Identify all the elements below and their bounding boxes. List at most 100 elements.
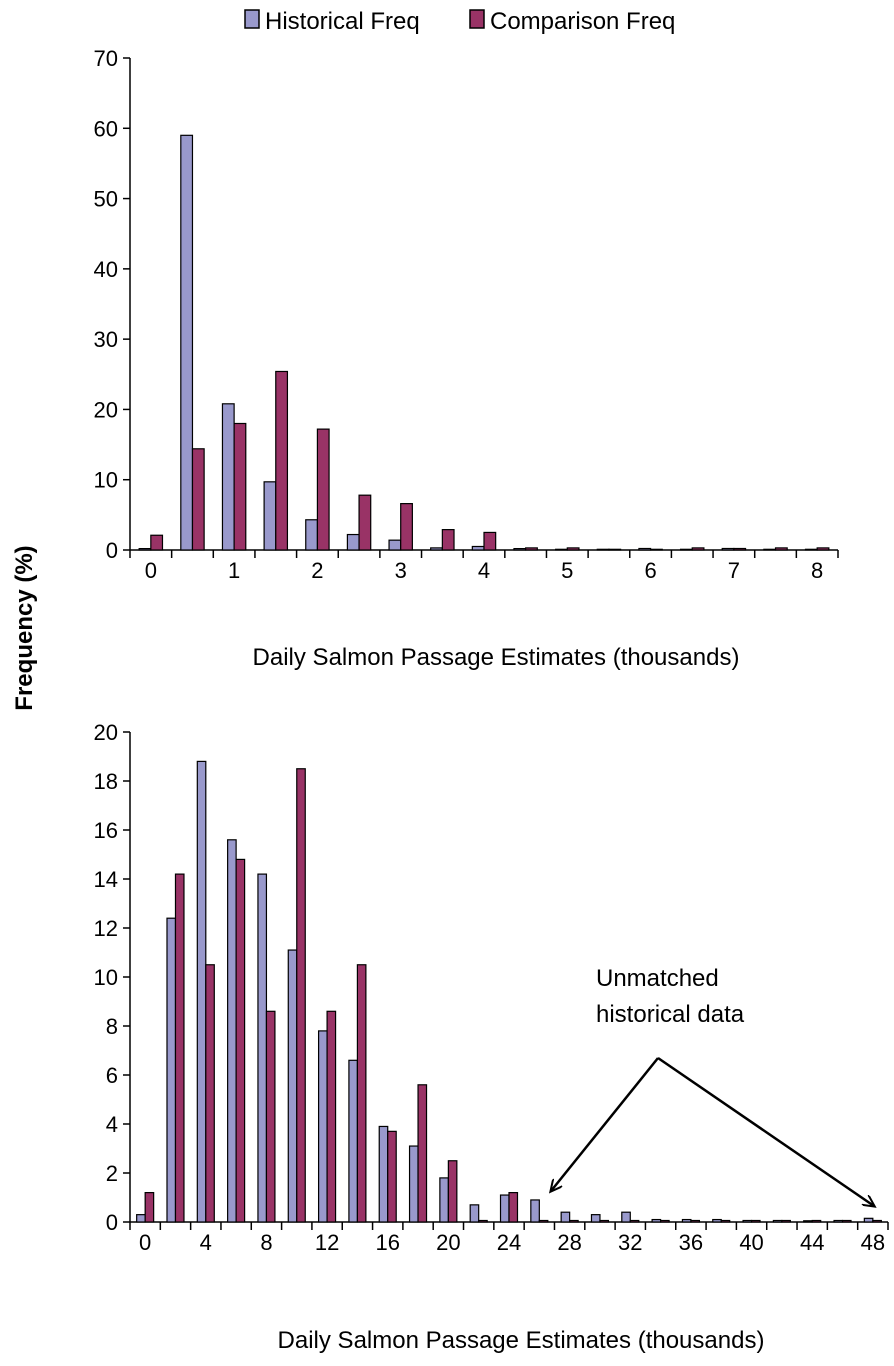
comparison-bar <box>441 529 455 551</box>
historical-bar <box>471 545 485 551</box>
y-tick-label: 10 <box>94 468 118 493</box>
comparison-bar <box>691 547 705 551</box>
annotation-text-line: historical data <box>596 1001 745 1028</box>
comparison-bar <box>478 1219 488 1223</box>
historical-bar <box>439 1177 449 1223</box>
annotation-arrow-right <box>657 1056 874 1206</box>
x-tick-label: 6 <box>644 558 656 583</box>
comparison-bar <box>599 1219 610 1223</box>
comparison-bar <box>358 494 372 551</box>
x-tick-label: 8 <box>811 558 823 583</box>
historical-bar <box>305 519 319 551</box>
historical-bar <box>263 481 277 551</box>
comparison-bar <box>508 1191 519 1223</box>
x-tick-label: 16 <box>375 1230 399 1255</box>
y-tick-label: 12 <box>94 916 118 941</box>
chart-legend: Historical Freq Comparison Freq <box>244 8 675 35</box>
comparison-bar <box>144 1191 155 1223</box>
y-tick-label: 0 <box>106 1210 118 1235</box>
comparison-bar <box>400 503 413 551</box>
historical-bar <box>651 1218 662 1223</box>
x-tick-label: 48 <box>861 1230 885 1255</box>
historical-bar <box>833 1219 844 1223</box>
comparison-bar <box>816 547 830 551</box>
historical-bar <box>136 1214 146 1223</box>
x-tick-label: 24 <box>497 1230 521 1255</box>
historical-bar <box>388 539 402 551</box>
historical-bar <box>180 134 194 551</box>
comparison-bar <box>205 964 215 1223</box>
comparison-bar <box>191 448 205 551</box>
y-tick-label: 10 <box>94 965 118 990</box>
comparison-bar <box>733 547 747 551</box>
comparison-bar <box>781 1219 791 1223</box>
y-tick-label: 20 <box>94 720 118 745</box>
x-tick-label: 7 <box>728 558 740 583</box>
x-tick-label: 2 <box>311 558 323 583</box>
x-tick-label: 20 <box>436 1230 460 1255</box>
comparison-bar <box>483 531 497 551</box>
y-tick-label: 30 <box>94 327 118 352</box>
x-tick-label: 44 <box>800 1230 824 1255</box>
historical-bar <box>287 949 298 1223</box>
y-tick-label: 6 <box>106 1063 118 1088</box>
comparison-bar <box>649 548 663 551</box>
comparison-bar <box>690 1219 701 1223</box>
comparison-bar <box>174 873 185 1223</box>
x-axis-title: Daily Salmon Passage Estimates (thousand… <box>253 644 740 671</box>
x-tick-label: 0 <box>145 558 157 583</box>
historical-bar <box>863 1217 874 1223</box>
y-tick-label: 60 <box>94 116 118 141</box>
historical-bar <box>621 1211 631 1223</box>
comparison-bar <box>566 547 580 551</box>
historical-bar <box>317 1030 328 1223</box>
legend-swatch-comparison <box>469 9 485 29</box>
comparison-bar <box>275 370 289 551</box>
x-tick-label: 8 <box>260 1230 272 1255</box>
historical-bar <box>763 548 777 551</box>
y-tick-label: 4 <box>106 1112 118 1137</box>
comparison-bar <box>150 534 164 551</box>
y-tick-label: 8 <box>106 1014 118 1039</box>
historical-bar <box>499 1194 510 1223</box>
comparison-bar <box>872 1219 882 1223</box>
comparison-bar <box>774 547 788 551</box>
x-tick-label: 28 <box>557 1230 581 1255</box>
historical-bar <box>712 1218 722 1223</box>
comparison-bar <box>326 1010 337 1223</box>
historical-bar <box>408 1145 419 1223</box>
x-tick-label: 4 <box>478 558 490 583</box>
annotation-text-line: Unmatched <box>596 965 719 992</box>
annotation-arrow-left <box>551 1057 659 1191</box>
historical-bar <box>555 548 568 551</box>
historical-bar <box>596 548 610 551</box>
historical-bar <box>166 917 177 1223</box>
x-tick-label: 36 <box>679 1230 703 1255</box>
historical-bar <box>742 1219 753 1223</box>
historical-bar <box>772 1219 783 1223</box>
historical-bar <box>257 873 268 1223</box>
y-tick-label: 14 <box>94 867 118 892</box>
x-tick-label: 32 <box>618 1230 642 1255</box>
legend-label-comparison: Comparison Freq <box>490 8 675 35</box>
historical-bar <box>348 1059 359 1223</box>
y-tick-label: 18 <box>94 769 118 794</box>
legend-label-historical: Historical Freq <box>265 8 420 35</box>
comparison-bar <box>233 422 247 551</box>
comparison-bar <box>417 1084 428 1223</box>
x-tick-label: 1 <box>228 558 240 583</box>
top-chart-panel: 0 10 20 30 40 50 60 70 0 1 2 3 4 5 6 7 8 Daily Salmon Pas… <box>94 46 839 671</box>
y-tick-label: 70 <box>94 46 118 71</box>
comparison-bar <box>608 548 622 551</box>
comparison-bar <box>811 1219 822 1223</box>
comparison-bar <box>235 858 246 1223</box>
historical-bar <box>679 548 693 551</box>
comparison-bar <box>296 768 306 1223</box>
comparison-bar <box>447 1160 458 1223</box>
historical-bar <box>560 1211 571 1223</box>
comparison-bar <box>316 428 330 551</box>
comparison-bar <box>629 1219 640 1223</box>
historical-bar <box>803 1220 813 1223</box>
